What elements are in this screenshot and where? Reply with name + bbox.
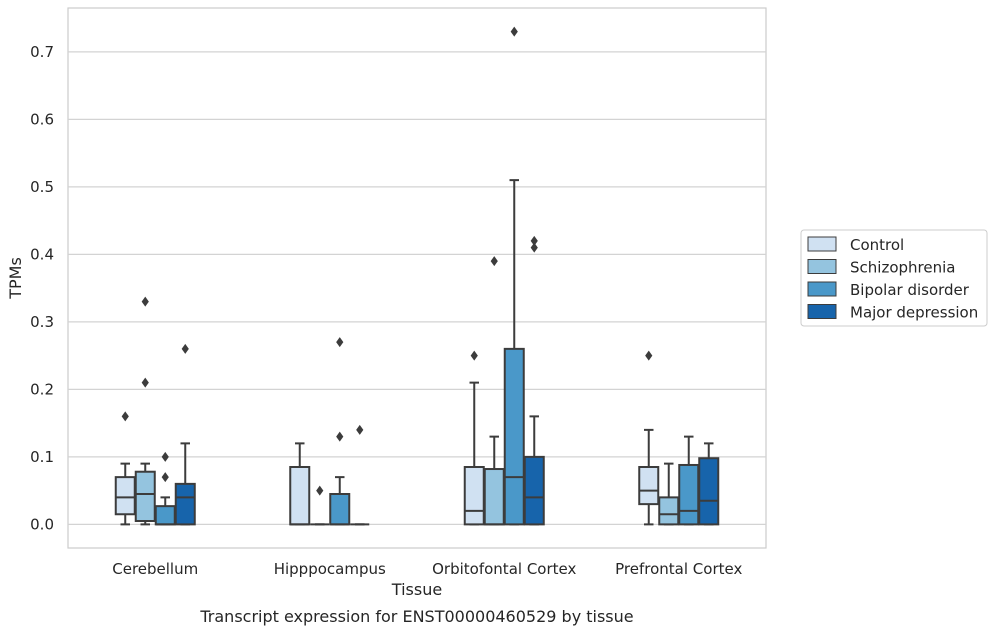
legend-label: Major depression xyxy=(850,304,978,322)
box-control xyxy=(289,442,311,526)
box-bipolar-disorder xyxy=(329,337,351,526)
box-control xyxy=(463,350,485,526)
box-iqr xyxy=(114,476,136,516)
box-schizophrenia xyxy=(483,256,505,526)
y-tick-labels: 0.0 0.1 0.2 0.3 0.4 0.5 0.6 0.7 xyxy=(30,43,54,534)
outlier-point xyxy=(336,431,344,442)
box-iqr xyxy=(289,466,311,526)
x-tick-label: Prefrontal Cortex xyxy=(615,560,742,578)
box-iqr xyxy=(658,496,680,526)
box-control xyxy=(638,350,660,526)
x-tick-labels: Cerebellum Hipppocampus Orbitofontal Corte… xyxy=(112,560,742,578)
legend-swatch xyxy=(807,259,837,274)
x-tick-label: Cerebellum xyxy=(112,560,198,578)
outlier-point xyxy=(161,472,169,483)
box-iqr xyxy=(174,482,196,526)
box-iqr xyxy=(463,466,485,526)
box-schizophrenia xyxy=(310,485,330,526)
y-tick-label: 0.2 xyxy=(30,380,54,398)
x-tick-label: Orbitofontal Cortex xyxy=(432,560,576,578)
legend-swatch xyxy=(807,281,837,297)
box-iqr xyxy=(678,463,700,526)
box-bipolar-disorder xyxy=(503,26,525,526)
chart-caption: Transcript expression for ENST0000046052… xyxy=(199,607,633,626)
y-tick-label: 0.1 xyxy=(30,448,54,466)
legend-frame xyxy=(800,229,988,327)
box-major-depression xyxy=(174,343,196,526)
box-schizophrenia xyxy=(658,462,680,526)
outlier-point xyxy=(121,411,129,422)
y-tick-label: 0.3 xyxy=(30,313,54,331)
legend-label: Control xyxy=(850,236,904,254)
x-tick-label: Hipppocampus xyxy=(274,560,386,578)
legend: Control Schizophrenia Bipolar disorder Majo… xyxy=(800,229,988,327)
legend-swatch xyxy=(807,236,837,252)
y-tick-label: 0.4 xyxy=(30,245,54,263)
plot-area xyxy=(67,7,767,549)
outlier-point xyxy=(490,256,498,267)
box-iqr xyxy=(134,470,156,523)
box-schizophrenia xyxy=(134,296,156,526)
box-iqr xyxy=(483,468,505,526)
box-series xyxy=(114,26,720,526)
outlier-point xyxy=(470,350,478,361)
y-tick-label: 0.0 xyxy=(30,515,54,533)
outlier-point xyxy=(510,26,518,37)
outlier-point xyxy=(161,451,169,462)
x-axis-label: Tissue xyxy=(391,580,442,599)
box-major-depression xyxy=(698,442,720,526)
box-iqr xyxy=(523,455,545,526)
legend-swatch xyxy=(807,304,837,319)
legend-label: Bipolar disorder xyxy=(850,281,970,299)
outlier-point xyxy=(356,424,364,435)
y-tick-label: 0.5 xyxy=(30,178,54,196)
legend-label: Schizophrenia xyxy=(850,259,955,277)
outlier-point xyxy=(141,296,149,307)
box-iqr xyxy=(154,505,176,526)
box-iqr xyxy=(698,457,720,526)
box-bipolar-disorder xyxy=(678,435,700,526)
box-major-depression xyxy=(350,424,370,526)
box-iqr xyxy=(503,347,525,526)
y-axis-label: TPMs xyxy=(6,257,25,300)
outlier-point xyxy=(316,485,324,496)
outlier-point xyxy=(530,235,538,246)
outlier-point xyxy=(645,350,653,361)
outlier-point xyxy=(181,343,189,354)
box-major-depression xyxy=(523,235,545,526)
y-tick-label: 0.7 xyxy=(30,43,54,61)
outlier-point xyxy=(530,242,538,253)
outlier-point xyxy=(141,377,149,388)
y-tick-label: 0.6 xyxy=(30,110,54,128)
outlier-point xyxy=(336,337,344,348)
box-iqr xyxy=(638,466,660,506)
box-iqr xyxy=(329,493,351,526)
